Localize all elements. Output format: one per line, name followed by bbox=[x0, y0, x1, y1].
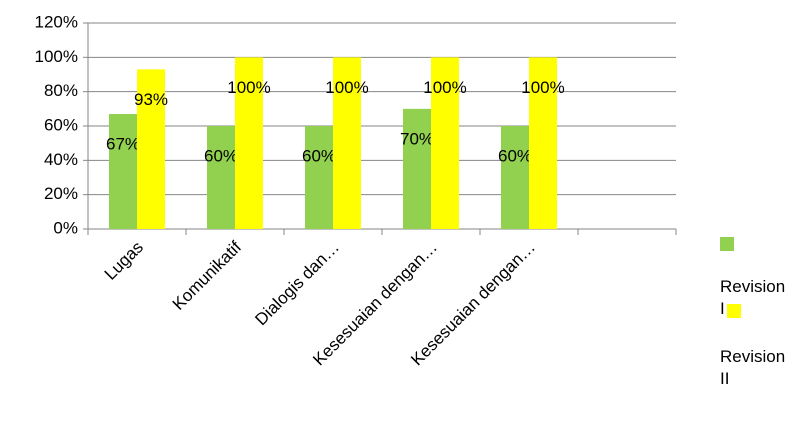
data-label: 93% bbox=[134, 90, 168, 109]
bar bbox=[137, 69, 165, 229]
x-tick-label: Komunikatif bbox=[169, 237, 245, 313]
bar bbox=[305, 126, 333, 229]
legend-label: Revision II bbox=[720, 347, 786, 388]
bar bbox=[207, 126, 235, 229]
y-tick-label: 120% bbox=[35, 12, 78, 31]
data-label: 60% bbox=[302, 146, 336, 165]
data-label: 100% bbox=[325, 78, 368, 97]
data-label: 60% bbox=[204, 146, 238, 165]
bar bbox=[109, 113, 137, 229]
data-label: 100% bbox=[423, 78, 466, 97]
data-label: 67% bbox=[106, 134, 140, 153]
x-tick-label: Lugas bbox=[101, 238, 147, 284]
bar bbox=[403, 108, 431, 229]
y-tick-label: 20% bbox=[44, 184, 78, 203]
data-label: 60% bbox=[498, 146, 532, 165]
bar bbox=[501, 126, 529, 229]
legend-swatch bbox=[727, 304, 741, 318]
legend-swatch bbox=[720, 237, 734, 251]
y-tick-label: 100% bbox=[35, 47, 78, 66]
y-tick-label: 60% bbox=[44, 115, 78, 134]
data-label: 100% bbox=[227, 78, 270, 97]
bar bbox=[431, 57, 459, 230]
y-tick-label: 0% bbox=[53, 218, 78, 237]
bar bbox=[529, 57, 557, 230]
data-label: 100% bbox=[521, 78, 564, 97]
bar bbox=[333, 57, 361, 230]
y-tick-label: 40% bbox=[44, 150, 78, 169]
bar bbox=[235, 57, 263, 230]
x-tick-label: Dialogis dan… bbox=[251, 238, 343, 330]
data-label: 70% bbox=[400, 129, 434, 148]
legend-label: Revision I bbox=[720, 277, 786, 318]
y-tick-label: 80% bbox=[44, 81, 78, 100]
